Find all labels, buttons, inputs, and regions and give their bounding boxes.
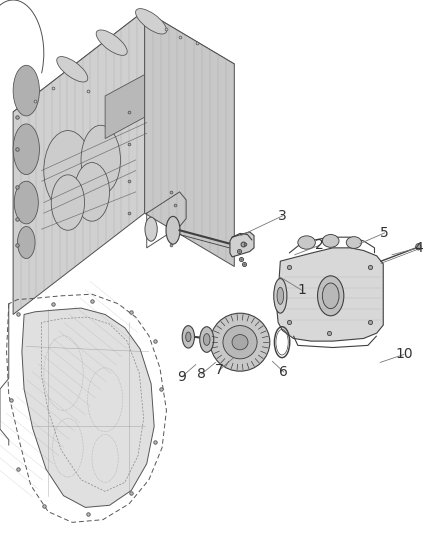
Ellipse shape [186, 332, 191, 342]
Ellipse shape [57, 56, 88, 82]
Ellipse shape [14, 181, 38, 224]
Polygon shape [105, 75, 145, 139]
Ellipse shape [223, 326, 257, 359]
Ellipse shape [136, 9, 166, 34]
Ellipse shape [298, 236, 315, 249]
Ellipse shape [416, 244, 421, 250]
Ellipse shape [166, 216, 180, 244]
Text: 5: 5 [380, 226, 389, 240]
Text: 2: 2 [315, 238, 324, 252]
Text: 8: 8 [197, 367, 206, 381]
Text: 6: 6 [279, 365, 288, 379]
Ellipse shape [13, 124, 39, 175]
Ellipse shape [44, 131, 92, 211]
Ellipse shape [13, 66, 39, 116]
Ellipse shape [203, 334, 210, 345]
Ellipse shape [318, 276, 344, 316]
Polygon shape [230, 232, 254, 257]
Text: 7: 7 [215, 364, 223, 377]
Polygon shape [22, 308, 154, 507]
Ellipse shape [18, 227, 35, 259]
Ellipse shape [210, 313, 270, 371]
Ellipse shape [232, 335, 248, 350]
Ellipse shape [200, 327, 214, 352]
Polygon shape [13, 11, 145, 314]
Ellipse shape [81, 125, 120, 195]
Text: 3: 3 [278, 209, 287, 223]
Polygon shape [13, 11, 234, 165]
Polygon shape [145, 11, 234, 266]
Ellipse shape [182, 326, 194, 348]
Text: 10: 10 [395, 348, 413, 361]
Ellipse shape [96, 30, 127, 55]
Ellipse shape [274, 278, 287, 313]
Polygon shape [277, 248, 383, 341]
Ellipse shape [51, 175, 85, 230]
Ellipse shape [346, 237, 362, 248]
Text: 1: 1 [298, 284, 307, 297]
Text: 9: 9 [177, 370, 186, 384]
Ellipse shape [322, 235, 339, 247]
Ellipse shape [145, 217, 157, 241]
Ellipse shape [322, 283, 339, 309]
Text: 4: 4 [414, 241, 423, 255]
Ellipse shape [74, 163, 110, 221]
Ellipse shape [277, 287, 284, 304]
